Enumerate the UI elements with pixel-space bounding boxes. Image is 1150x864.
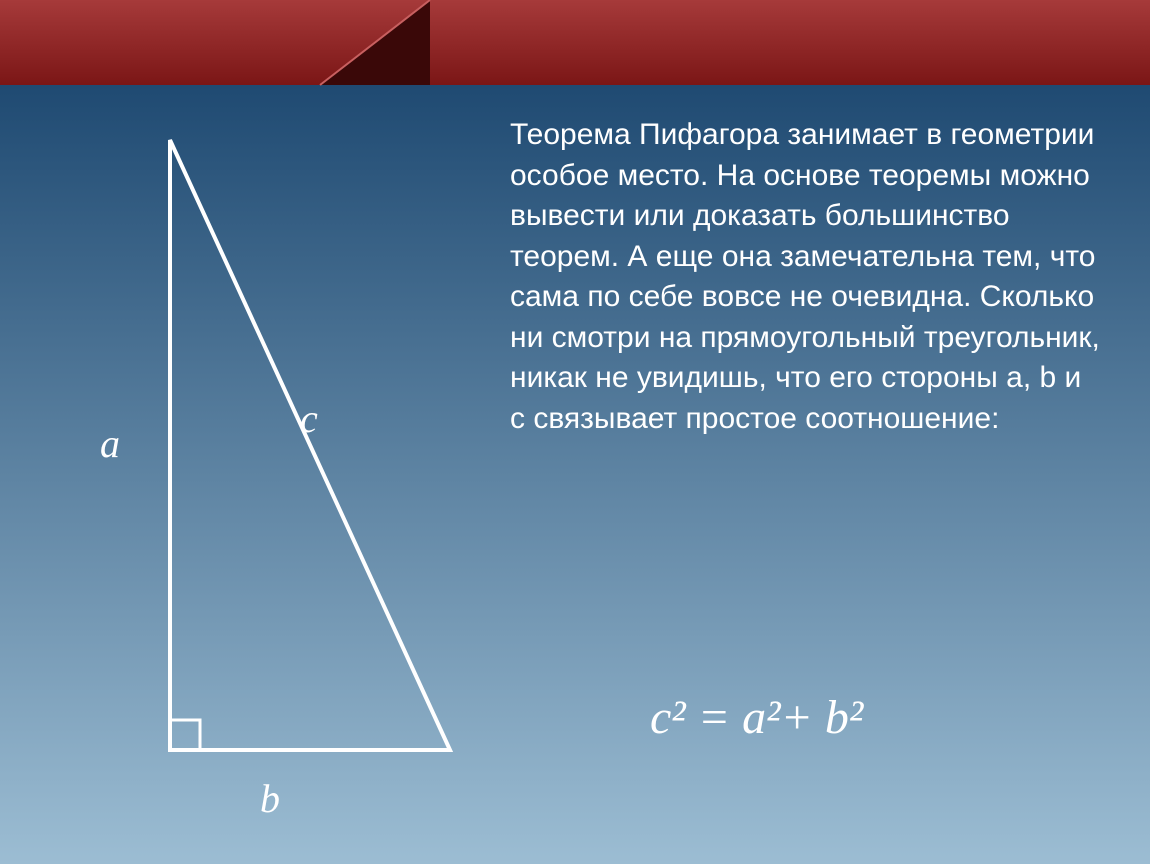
slide: a b c Теорема Пифагора занимает в геомет… — [0, 0, 1150, 864]
label-a: a — [100, 420, 120, 467]
label-c: c — [300, 395, 318, 442]
label-b: b — [260, 775, 280, 822]
body-text: Теорема Пифагора занимает в геометрии ос… — [510, 115, 1100, 439]
formula: c² = a²+ b² — [650, 690, 863, 745]
